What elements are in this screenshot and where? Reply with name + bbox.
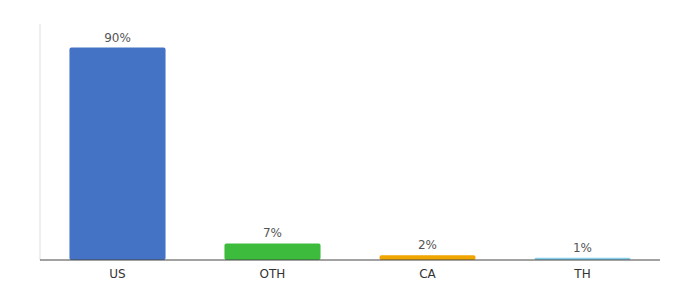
x-tick-label: OTH — [260, 267, 286, 281]
x-tick-label: TH — [573, 267, 590, 281]
x-tick-label: CA — [419, 267, 436, 281]
bar — [224, 243, 320, 260]
data-label: 7% — [263, 226, 282, 240]
bar — [69, 48, 165, 260]
x-axis-line — [40, 260, 660, 261]
data-label: 90% — [104, 31, 131, 45]
bars — [69, 48, 630, 260]
data-label: 1% — [573, 241, 592, 255]
chart-container: 90% 7% 2% 1% US OTH CA TH — [0, 0, 680, 300]
data-label: 2% — [418, 238, 437, 252]
bar — [379, 255, 475, 260]
x-tick-label: US — [109, 267, 125, 281]
y-axis-line — [40, 24, 41, 260]
chart: 90% 7% 2% 1% US OTH CA TH — [0, 0, 680, 300]
